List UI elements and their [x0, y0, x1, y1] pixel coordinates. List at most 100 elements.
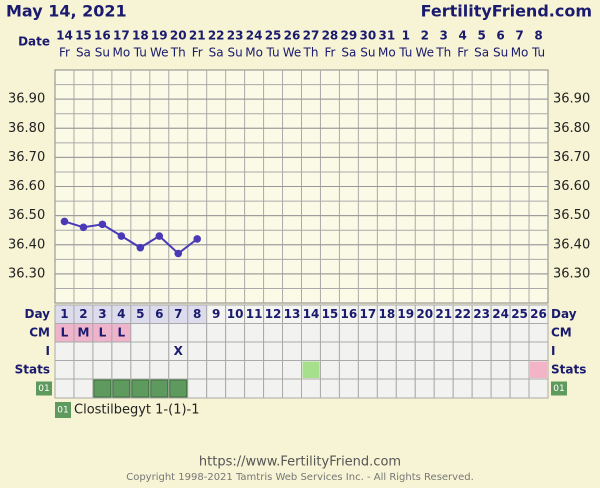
- day-number: 19: [397, 307, 414, 321]
- weekday: Sa: [474, 46, 489, 60]
- i-cell: [395, 341, 416, 361]
- stats-cell: [433, 360, 454, 380]
- stats-cell: [490, 360, 511, 380]
- date: 24: [246, 29, 263, 43]
- weekday: Su: [360, 46, 375, 60]
- cm-cell: [338, 323, 359, 343]
- day-number: 21: [435, 307, 452, 321]
- day-number: 10: [227, 307, 244, 321]
- i-cell: [54, 341, 75, 361]
- i-cell: [528, 341, 549, 361]
- stats-cell: [282, 360, 302, 380]
- cm-value: M: [77, 325, 89, 339]
- cm-cell: [301, 323, 321, 343]
- cm-cell: [357, 323, 378, 343]
- row-label: CM: [29, 325, 50, 339]
- date: 26: [284, 29, 301, 43]
- cm-cell: [149, 323, 170, 343]
- date: 21: [189, 29, 206, 43]
- temp-point: [136, 243, 145, 252]
- day-number: 2: [79, 307, 87, 321]
- stats-cell: [73, 360, 94, 380]
- day-number: 18: [378, 307, 395, 321]
- med-day: [150, 379, 169, 398]
- temp-point: [117, 232, 126, 240]
- cm-cell: [376, 323, 397, 343]
- date: 3: [440, 29, 448, 43]
- y-tick-label: 36.60: [8, 179, 45, 194]
- i-value: X: [174, 344, 184, 358]
- row-label: I: [46, 344, 50, 358]
- i-cell: [490, 341, 511, 361]
- y-tick-label-right: 36.30: [553, 266, 590, 281]
- stats-cell: [471, 360, 492, 380]
- date: 6: [496, 29, 504, 43]
- i-cell: [206, 341, 227, 361]
- cm-cell: [168, 323, 189, 343]
- weekday: Fr: [324, 46, 335, 60]
- cm-cell: [282, 323, 302, 343]
- date: 16: [94, 29, 111, 43]
- i-cell: [471, 341, 492, 361]
- weekday: Sa: [209, 46, 224, 60]
- temp-point: [60, 217, 69, 226]
- stats-cell: [357, 360, 378, 380]
- cm-cell: [452, 323, 473, 343]
- weekday: Th: [303, 46, 319, 60]
- row-label-right: Day: [551, 307, 577, 321]
- date: 1: [402, 29, 410, 43]
- med-cell: [73, 378, 94, 399]
- y-tick-label: 36.90: [8, 92, 45, 107]
- copyright: Copyright 1998-2021 Tamtris Web Services…: [126, 472, 474, 483]
- row-label: Stats: [15, 362, 50, 376]
- i-cell: [414, 341, 435, 361]
- med-code-left-box: [36, 381, 52, 396]
- cm-cell: [319, 323, 340, 343]
- day-number: 7: [174, 307, 182, 321]
- y-tick-label-right: 36.80: [553, 121, 590, 136]
- date: 20: [170, 29, 187, 43]
- date: 31: [378, 29, 395, 43]
- weekday: Mo: [511, 46, 529, 60]
- day-number: 16: [341, 307, 358, 321]
- stats-cell: [414, 360, 435, 380]
- i-cell: [225, 341, 246, 361]
- row-label: Day: [24, 307, 50, 321]
- date: 14: [56, 29, 73, 43]
- med-cell: [509, 378, 530, 399]
- site-name[interactable]: FertilityFriend.com: [421, 2, 592, 21]
- med-cell: [357, 378, 378, 399]
- y-tick-label-right: 36.50: [553, 208, 590, 223]
- med-cell: [244, 378, 265, 399]
- day-number: 22: [454, 307, 471, 321]
- date: 27: [303, 29, 320, 43]
- i-cell: [244, 341, 265, 361]
- weekday: Tu: [265, 46, 279, 60]
- i-cell: [301, 341, 321, 361]
- day-number: 17: [360, 307, 377, 321]
- cm-value: L: [99, 325, 107, 339]
- weekday: Sa: [76, 46, 91, 60]
- legend-name: Clostilbegyt 1-(1)-1: [74, 403, 200, 418]
- y-tick-label-right: 36.60: [553, 179, 590, 194]
- cm-cell: [490, 323, 511, 343]
- stats-cell: [338, 360, 359, 380]
- footer-url[interactable]: https://www.FertilityFriend.com: [199, 455, 401, 470]
- day-number: 3: [98, 307, 106, 321]
- date: 15: [75, 29, 92, 43]
- cm-cell: [206, 323, 227, 343]
- weekday: Mo: [245, 46, 263, 60]
- date: 17: [113, 29, 130, 43]
- date: 7: [515, 29, 523, 43]
- med-code-right: 01: [553, 384, 564, 394]
- weekday: We: [283, 46, 302, 60]
- legend-code: 01: [57, 406, 68, 416]
- weekday: Tu: [398, 46, 412, 60]
- i-cell: [149, 341, 170, 361]
- day-number: 13: [284, 307, 301, 321]
- stats-cell: [111, 360, 132, 380]
- weekday: Fr: [59, 46, 70, 60]
- date: 18: [132, 29, 149, 43]
- cm-cell: [414, 323, 435, 343]
- row-label-right: CM: [551, 325, 572, 339]
